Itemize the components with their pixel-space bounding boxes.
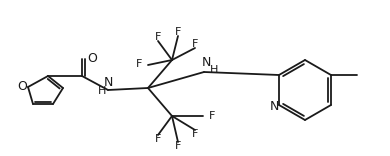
Text: F: F (175, 27, 181, 37)
Text: F: F (192, 39, 198, 49)
Text: F: F (155, 32, 161, 42)
Text: F: F (209, 111, 215, 121)
Text: H: H (98, 86, 106, 96)
Text: O: O (87, 51, 97, 64)
Text: N: N (269, 100, 279, 114)
Text: N: N (201, 56, 211, 70)
Text: F: F (155, 134, 161, 144)
Text: N: N (103, 76, 113, 88)
Text: H: H (210, 65, 218, 75)
Text: F: F (175, 141, 181, 151)
Text: F: F (136, 59, 142, 69)
Text: O: O (17, 80, 27, 93)
Text: F: F (192, 129, 198, 139)
